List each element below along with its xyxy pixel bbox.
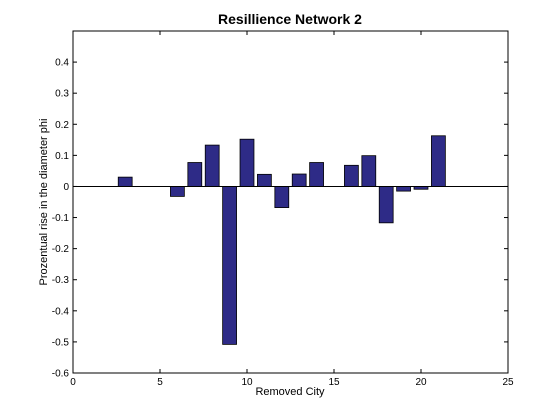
bar-city-13	[291, 173, 307, 187]
bar-city-12	[274, 186, 290, 208]
bar-city-19	[396, 186, 411, 192]
x-tick-label: 0	[70, 377, 76, 388]
x-tick-label: 20	[415, 377, 427, 388]
y-tick-label: 0.2	[55, 120, 69, 131]
bar-city-10	[239, 138, 255, 187]
y-tick-label: -0.6	[52, 369, 70, 380]
bar-city-21	[431, 135, 446, 187]
y-tick-label: 0.4	[55, 58, 69, 69]
y-axis-ticks: -0.6 -0.5 -0.4 -0.3 -0.2 -0.1 0 0.1 0.2 0.3 0.4	[52, 58, 508, 380]
plot-background	[73, 31, 508, 373]
bar-city-14	[309, 162, 324, 187]
y-tick-label: 0	[63, 182, 69, 193]
x-axis-label: Removed City	[255, 386, 325, 398]
bar-city-7	[187, 162, 203, 187]
bars-group	[117, 135, 446, 345]
x-tick-label: 10	[241, 377, 253, 388]
bar-city-6	[170, 186, 185, 197]
y-tick-label: -0.2	[52, 244, 70, 255]
x-axis-ticks: 0 5 10 15 20 25	[70, 31, 514, 388]
y-tick-label: 0.1	[55, 151, 69, 162]
plot-frame	[72, 30, 509, 374]
x-tick-label: 15	[328, 377, 340, 388]
bar-city-18	[378, 186, 394, 224]
y-tick-label: -0.1	[52, 213, 70, 224]
x-tick-label: 5	[157, 377, 163, 388]
y-tick-label: 0.3	[55, 89, 69, 100]
x-tick-label: 25	[502, 377, 514, 388]
bar-city-11	[257, 173, 272, 187]
bar-city-9	[222, 186, 237, 345]
bar-city-3	[117, 176, 133, 187]
y-axis-label: Prozentual rise in the diameter phi	[38, 119, 50, 286]
bar-city-16	[344, 164, 359, 187]
y-tick-label: -0.5	[52, 337, 70, 348]
chart-title: Resillience Network 2	[218, 11, 362, 27]
y-tick-label: -0.3	[52, 275, 70, 286]
y-tick-label: -0.4	[52, 306, 70, 317]
bar-city-8	[204, 144, 220, 187]
bar-city-17	[361, 155, 377, 187]
